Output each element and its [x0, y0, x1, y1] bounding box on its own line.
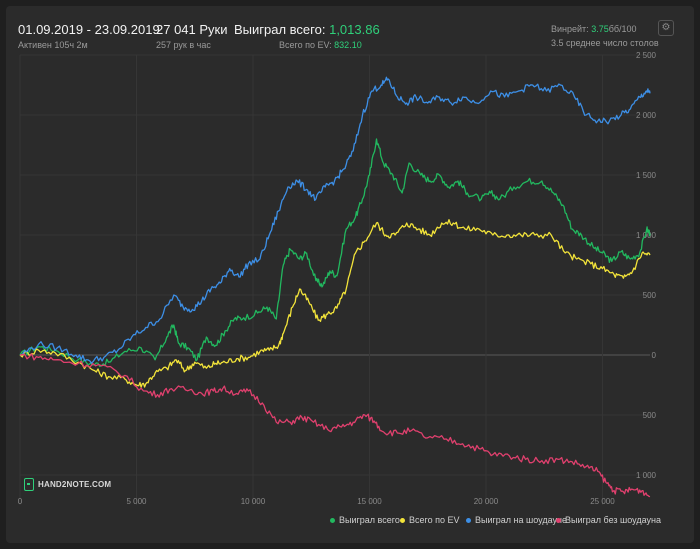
- ev-total: Всего по EV: 832.10: [279, 40, 362, 50]
- legend-swatch: [330, 517, 335, 523]
- date-range: 01.09.2019 - 23.09.2019: [18, 22, 160, 37]
- legend-label: Выиграл на шоудауне: [475, 515, 567, 525]
- legend-swatch: [400, 517, 405, 523]
- y-tick-label: 1 500: [636, 171, 657, 180]
- ev-total-label: Всего по EV:: [279, 40, 332, 50]
- hands-count: 27 041 Руки: [156, 22, 228, 37]
- ev-total-value: 832.10: [334, 40, 362, 50]
- legend-label: Всего по EV: [409, 515, 460, 525]
- series-line-1: [19, 219, 651, 388]
- active-time: Активен 105ч 2м: [18, 40, 88, 50]
- winrate-unit: бб/100: [608, 24, 637, 34]
- winrate-value: 3.75: [591, 24, 609, 34]
- y-tick-label: 500: [643, 291, 657, 300]
- gear-icon[interactable]: ⚙: [658, 20, 674, 36]
- x-tick-label: 20 000: [474, 497, 499, 506]
- legend-item[interactable]: Выиграл без шоудауна: [556, 515, 661, 525]
- avg-tables: 3.5 среднее число столов: [551, 38, 659, 48]
- x-tick-label: 15 000: [357, 497, 382, 506]
- hands-per-hour: 257 рук в час: [156, 40, 211, 50]
- legend-item[interactable]: Выиграл всего: [330, 515, 400, 525]
- x-tick-label: 25 000: [590, 497, 615, 506]
- series-line-3: [19, 353, 651, 498]
- y-tick-label: 2 500: [636, 51, 657, 60]
- legend-label: Выиграл без шоудауна: [565, 515, 661, 525]
- won-total-label: Выиграл всего:: [234, 22, 326, 37]
- y-tick-label: 0: [652, 351, 657, 360]
- hand2note-logo-mark: [24, 478, 34, 491]
- logo-text: HAND2NOTE.COM: [38, 480, 112, 489]
- x-tick-label: 10 000: [241, 497, 266, 506]
- x-tick-label: 0: [18, 497, 23, 506]
- series-line-2: [19, 76, 651, 364]
- y-tick-label: 1 000: [636, 471, 657, 480]
- x-tick-label: 5 000: [126, 497, 147, 506]
- legend-swatch: [466, 517, 471, 523]
- legend-item[interactable]: Всего по EV: [400, 515, 459, 525]
- won-total: Выиграл всего: 1,013.86: [234, 22, 380, 37]
- legend-item[interactable]: Выиграл на шоудауне: [466, 515, 567, 525]
- y-tick-label: 1 000: [636, 231, 657, 240]
- won-total-value: 1,013.86: [329, 22, 380, 37]
- winrate: Винрейт: 3.75бб/100: [551, 24, 637, 34]
- y-tick-label: 500: [643, 411, 657, 420]
- legend-label: Выиграл всего: [339, 515, 400, 525]
- winrate-label: Винрейт:: [551, 24, 589, 34]
- legend-swatch: [556, 517, 561, 523]
- series-line-0: [19, 138, 651, 368]
- hand2note-logo: HAND2NOTE.COM: [24, 478, 111, 491]
- y-tick-label: 2 000: [636, 111, 657, 120]
